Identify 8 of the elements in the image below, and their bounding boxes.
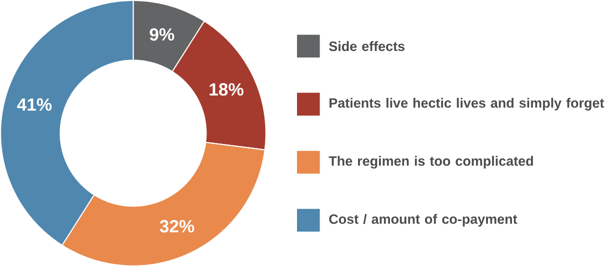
data-label: 9% — [150, 28, 174, 40]
legend-label: Cost / amount of co-payment — [329, 214, 518, 226]
legend-label: Side effects — [329, 40, 404, 51]
legend-label: Patients live hectic lives and simply forget — [330, 98, 604, 110]
data-label: 41% — [17, 98, 52, 110]
data-label: 18% — [210, 82, 244, 96]
legend-label: The regimen is too complicated — [328, 156, 533, 168]
data-label: 32% — [160, 220, 194, 232]
